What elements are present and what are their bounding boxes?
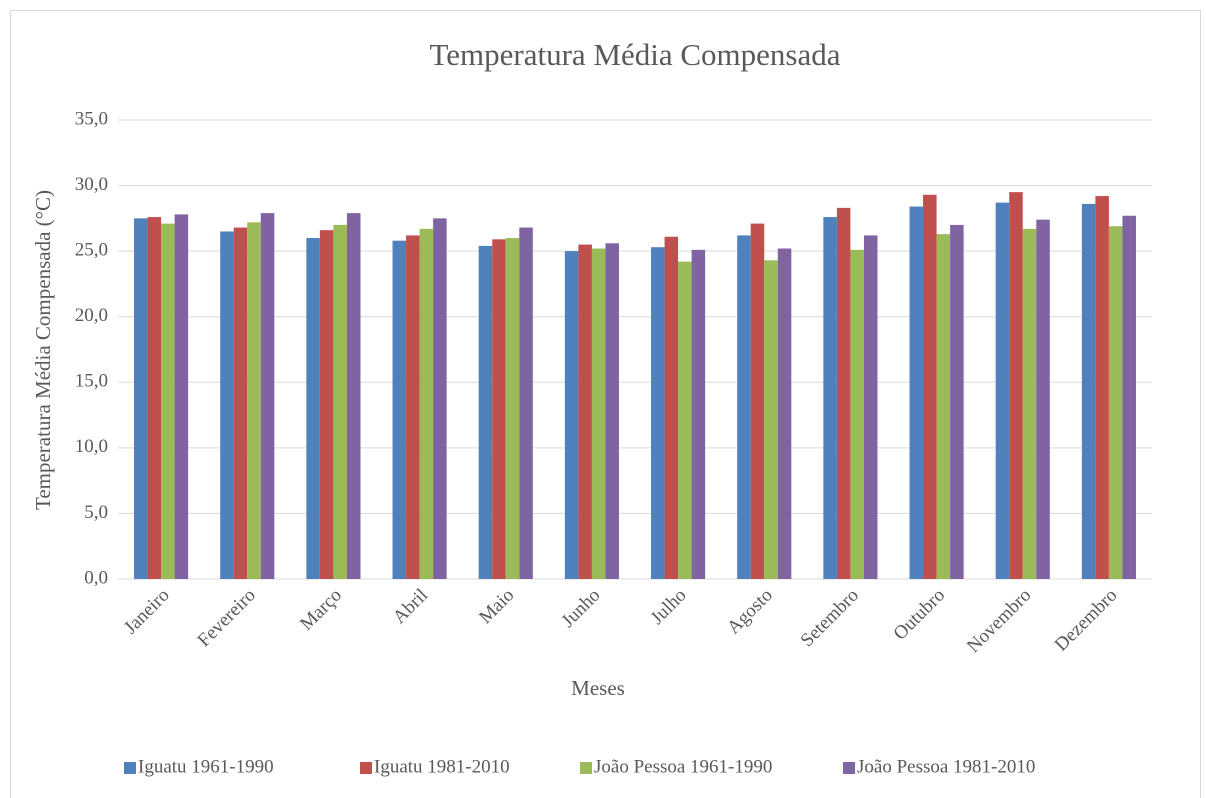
x-tick-label: Setembro: [797, 585, 863, 651]
bar: [1122, 215, 1136, 579]
chart-border: [10, 10, 1201, 798]
bar: [319, 230, 334, 579]
legend-swatch: [360, 762, 372, 774]
bar: [764, 260, 778, 579]
bar: [247, 222, 261, 579]
bar: [591, 248, 606, 579]
x-tick-label: Julho: [647, 585, 691, 629]
bar: [836, 207, 851, 579]
y-tick-label: 5,0: [84, 502, 108, 523]
x-tick-label: Maio: [475, 585, 518, 628]
legend-swatch: [843, 762, 855, 774]
x-tick-label: Junho: [558, 585, 605, 632]
bar: [995, 202, 1010, 579]
x-tick-label: Março: [296, 585, 346, 635]
y-tick-label: 30,0: [75, 174, 108, 195]
x-tick-label: Agosto: [723, 585, 777, 639]
bar: [823, 217, 837, 579]
bar: [691, 249, 706, 579]
x-axis-label: Meses: [571, 676, 625, 700]
bar: [346, 213, 361, 579]
bar: [392, 240, 407, 579]
bar: [578, 244, 592, 580]
bar: [174, 214, 189, 579]
y-tick-label: 10,0: [75, 436, 108, 457]
x-tick-label: Novembro: [963, 585, 1035, 657]
bar: [406, 235, 420, 580]
bar: [850, 249, 864, 579]
chart-title: Temperatura Média Compensada: [429, 37, 840, 72]
bar: [134, 218, 148, 579]
bar: [605, 243, 619, 579]
legend-label: Iguatu 1981-2010: [374, 756, 510, 777]
x-tick-label: Abril: [389, 585, 432, 628]
bar: [519, 227, 533, 579]
bar: [936, 234, 951, 579]
y-tick-label: 15,0: [75, 371, 108, 392]
bar: [737, 235, 751, 580]
bar: [863, 235, 878, 580]
bar: [750, 223, 765, 580]
bar: [233, 227, 248, 579]
bar: [492, 239, 506, 579]
bar: [306, 238, 320, 579]
legend-swatch: [124, 762, 136, 774]
bar: [1108, 226, 1123, 579]
x-tick-label: Outubro: [890, 585, 950, 645]
legend-label: Iguatu 1961-1990: [138, 756, 274, 777]
bar: [1036, 219, 1050, 579]
legend-swatch: [580, 762, 592, 774]
bar: [505, 238, 520, 579]
x-tick-label: Janeiro: [120, 585, 174, 639]
bar: [433, 218, 447, 579]
bar: [478, 245, 493, 579]
y-tick-label: 0,0: [84, 567, 108, 588]
y-tick-label: 20,0: [75, 305, 108, 326]
bar: [161, 223, 175, 580]
x-tick-label: Dezembro: [1051, 585, 1122, 656]
bar: [651, 247, 665, 580]
x-tick-label: Fevereiro: [194, 585, 260, 651]
bar: [950, 224, 964, 579]
bar: [909, 206, 924, 579]
legend-label: João Pessoa 1961-1990: [594, 756, 772, 777]
bar: [1009, 192, 1023, 579]
bar: [333, 224, 347, 579]
bar: [923, 194, 937, 579]
bar: [260, 213, 275, 579]
y-tick-label: 25,0: [75, 240, 108, 261]
bar: [1081, 203, 1096, 579]
bar: [678, 261, 692, 579]
bar: [147, 217, 162, 579]
bar: [220, 231, 234, 579]
bar: [664, 236, 679, 579]
bar: [1022, 228, 1037, 579]
y-axis-label: Temperatura Média Compensada (°C): [31, 190, 55, 510]
bar: [777, 248, 792, 579]
bar: [564, 251, 579, 579]
bar: [1095, 196, 1109, 579]
legend-label: João Pessoa 1981-2010: [857, 756, 1035, 777]
y-tick-label: 35,0: [75, 108, 108, 129]
bar: [419, 228, 434, 579]
